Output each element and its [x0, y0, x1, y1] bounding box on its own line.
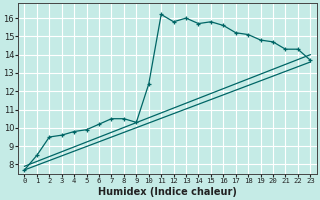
X-axis label: Humidex (Indice chaleur): Humidex (Indice chaleur) — [98, 187, 237, 197]
